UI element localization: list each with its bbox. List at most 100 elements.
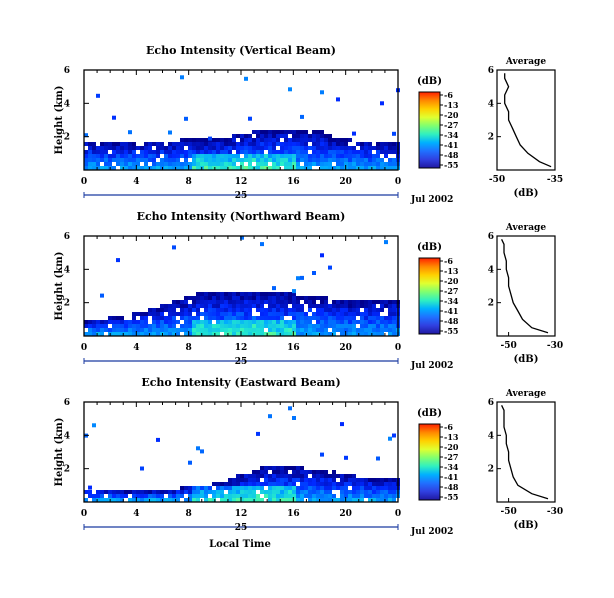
heatmap-cell: [288, 320, 292, 324]
heatmap-cell: [348, 478, 352, 482]
heatmap-cell: [332, 474, 336, 478]
heatmap-cell: [320, 316, 324, 320]
heatmap-cell: [392, 332, 396, 336]
heatmap-cell: [344, 316, 348, 320]
heatmap-cell: [296, 138, 300, 142]
heatmap-cell: [304, 316, 308, 320]
heatmap-cell: [100, 154, 104, 158]
heatmap-cell: [260, 316, 264, 320]
heatmap-cell: [292, 289, 296, 294]
heatmap-cell: [268, 466, 272, 470]
x-tick-label: 16: [287, 177, 300, 187]
heatmap-cell: [280, 490, 284, 494]
heatmap-cell: [132, 490, 136, 494]
heatmap-cell: [360, 332, 364, 336]
heatmap-cell: [228, 154, 232, 158]
heatmap-cell: [140, 312, 144, 316]
heatmap-cell: [320, 296, 324, 300]
heatmap-cell: [276, 316, 280, 320]
heatmap-cell: [228, 494, 232, 498]
heatmap-cell: [328, 316, 332, 320]
heatmap-cell: [340, 328, 344, 332]
heatmap-cell: [308, 486, 312, 490]
heatmap-cell: [100, 293, 104, 298]
heatmap-cell: [300, 146, 304, 150]
heatmap-cell: [300, 138, 304, 142]
heatmap-cell: [376, 498, 380, 502]
heatmap-cell: [276, 328, 280, 332]
heatmap-cell: [268, 142, 272, 146]
heatmap-cell: [272, 466, 276, 470]
heatmap-cell: [124, 324, 128, 328]
heatmap-cell: [216, 332, 220, 336]
heatmap-cell: [208, 136, 212, 141]
heatmap-cell: [208, 300, 212, 304]
heatmap-cell: [316, 146, 320, 150]
heatmap-cell: [168, 162, 172, 166]
heatmap-cell: [260, 490, 264, 494]
heatmap-cell: [164, 332, 168, 336]
heatmap-cell: [224, 138, 228, 142]
average-y-tick-label: 6: [488, 232, 494, 242]
heatmap-cell: [284, 166, 288, 170]
heatmap-cell: [344, 154, 348, 158]
heatmap-cell: [364, 478, 368, 482]
heatmap-cell: [304, 320, 308, 324]
heatmap-cell: [96, 320, 100, 324]
heatmap-cell: [280, 304, 284, 308]
average-x-tick-label: -50: [500, 341, 516, 351]
heatmap-cell: [368, 154, 372, 158]
heatmap-cell: [204, 332, 208, 336]
heatmap-cell: [192, 150, 196, 154]
heatmap-cell: [316, 130, 320, 134]
heatmap-cell: [92, 142, 96, 146]
heatmap-cell: [276, 308, 280, 312]
heatmap-cell: [228, 320, 232, 324]
heatmap-cell: [392, 146, 396, 150]
heatmap-cell: [272, 162, 276, 166]
heatmap-cell: [188, 316, 192, 320]
heatmap-cell: [300, 158, 304, 162]
heatmap-cell: [264, 158, 268, 162]
heatmap-cell: [156, 332, 160, 336]
heatmap-cell: [284, 474, 288, 478]
heatmap-cell: [196, 142, 200, 146]
heatmap-cell: [192, 498, 196, 502]
heatmap-cell: [364, 494, 368, 498]
heatmap-cell: [372, 312, 376, 316]
heatmap-cell: [380, 332, 384, 336]
heatmap-cell: [260, 308, 264, 312]
heatmap-cell: [104, 158, 108, 162]
heatmap-cell: [284, 304, 288, 308]
heatmap-cell: [304, 328, 308, 332]
average-profile-line: [501, 239, 549, 334]
heatmap-cell: [332, 150, 336, 154]
heatmap-cell: [96, 146, 100, 150]
heatmap-cell: [224, 332, 228, 336]
heatmap-cell: [204, 494, 208, 498]
heatmap-cell: [156, 437, 160, 442]
heatmap-cell: [244, 134, 248, 138]
heatmap-cell: [232, 490, 236, 494]
heatmap-cell: [168, 498, 172, 502]
heatmap-cell: [152, 162, 156, 166]
heatmap-cell: [144, 146, 148, 150]
heatmap-cell: [384, 324, 388, 328]
heatmap-cell: [100, 332, 104, 336]
heatmap-cell: [88, 166, 92, 170]
heatmap-cell: [180, 166, 184, 170]
heatmap-cell: [268, 332, 272, 336]
heatmap-cell: [372, 498, 376, 502]
heatmap-cell: [324, 150, 328, 154]
heatmap-cell: [156, 154, 160, 158]
heatmap-cell: [312, 130, 316, 134]
heatmap-cell: [220, 158, 224, 162]
heatmap-cell: [140, 146, 144, 150]
heatmap-cell: [148, 328, 152, 332]
heatmap-cell: [156, 328, 160, 332]
heatmap-cell: [296, 300, 300, 304]
heatmap-cell: [264, 154, 268, 158]
heatmap-cell: [204, 316, 208, 320]
heatmap-cell: [312, 316, 316, 320]
heatmap-cell: [240, 150, 244, 154]
